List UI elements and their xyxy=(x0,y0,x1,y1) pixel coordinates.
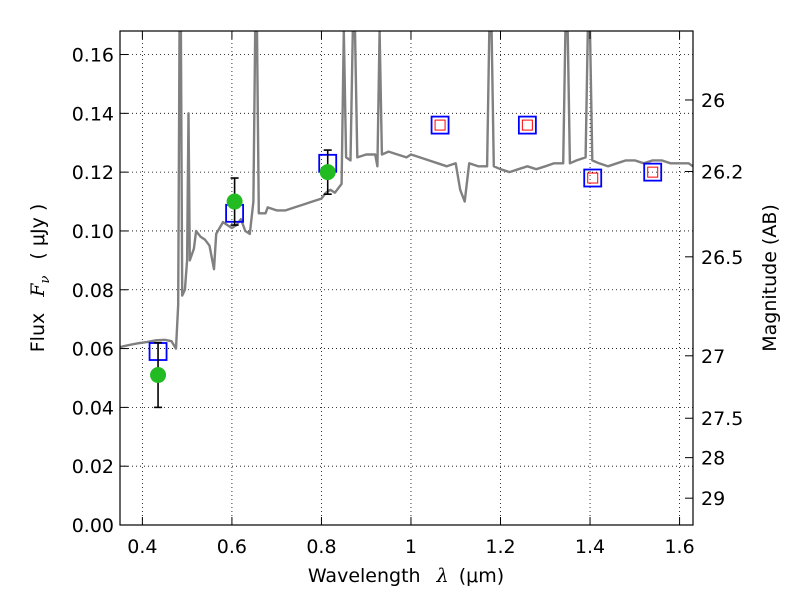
x-axis-label-unit: (μm) xyxy=(459,565,504,587)
model-flux-square xyxy=(430,115,450,135)
markers xyxy=(148,115,663,409)
y-tick-label: 0.08 xyxy=(72,280,114,302)
x-axis-label-prefix: Wavelength xyxy=(308,565,421,587)
y-axis-label-unit: ( μJy ) xyxy=(27,204,49,260)
x-axis-label-symbol: λ xyxy=(436,565,449,587)
x-tick-label: 1.2 xyxy=(485,536,515,558)
model-flux-square xyxy=(643,162,663,182)
plot-frame xyxy=(119,30,694,526)
upper-limit-square xyxy=(647,166,659,178)
y-tick-label: 0.06 xyxy=(72,339,114,361)
x-tick-label: 1 xyxy=(405,536,417,558)
right-tick-label: 29 xyxy=(701,488,725,510)
ticks: 0.4 0.6 0.8 1 1.2 1.4 1.6 0.00 0.02 0.04 0.06 0.08 0… xyxy=(72,31,743,558)
y-tick-label: 0.02 xyxy=(72,456,114,478)
x-tick-label: 1.6 xyxy=(664,536,694,558)
right-tick-label: 26 xyxy=(701,90,725,112)
y-tick-label: 0.14 xyxy=(72,103,114,125)
y-tick-label: 0.10 xyxy=(72,221,114,243)
y-tick-label: 0.04 xyxy=(72,397,114,419)
y-tick-label: 0.00 xyxy=(72,515,114,537)
right-tick-label: 27 xyxy=(701,346,725,368)
y-tick-label: 0.16 xyxy=(72,45,114,67)
y-tick-label: 0.12 xyxy=(72,162,114,184)
x-tick-label: 0.6 xyxy=(217,536,247,558)
y-axis-label-symbol: F xyxy=(27,283,49,298)
upper-limit-square xyxy=(521,119,533,131)
y-axis-label-prefix: Flux xyxy=(27,313,49,353)
x-axis-label: Wavelength λ (μm) xyxy=(308,565,504,587)
x-tick-label: 0.8 xyxy=(306,536,336,558)
right-tick-label: 27.5 xyxy=(701,408,743,430)
grid xyxy=(120,31,693,526)
model-flux-square xyxy=(517,115,537,135)
plot-area xyxy=(120,31,693,350)
right-axis-label: Magnitude (AB) xyxy=(759,204,781,352)
x-tick-label: 1.4 xyxy=(575,536,605,558)
y-axis-label-subscript: ν xyxy=(38,276,53,284)
x-tick-label: 0.4 xyxy=(127,536,157,558)
upper-limit-square xyxy=(434,119,446,131)
observed-flux-point xyxy=(226,193,243,210)
right-tick-label: 26.5 xyxy=(701,247,743,269)
model-flux-square xyxy=(583,168,603,188)
right-tick-label: 28 xyxy=(701,448,725,470)
upper-limit-square xyxy=(587,172,599,184)
y-axis-label: Flux Fν ( μJy ) xyxy=(27,204,54,353)
observed-flux-point xyxy=(150,367,167,384)
right-tick-label: 26.2 xyxy=(701,161,743,183)
model-sed-line xyxy=(120,31,693,350)
observed-flux-point xyxy=(319,164,336,181)
